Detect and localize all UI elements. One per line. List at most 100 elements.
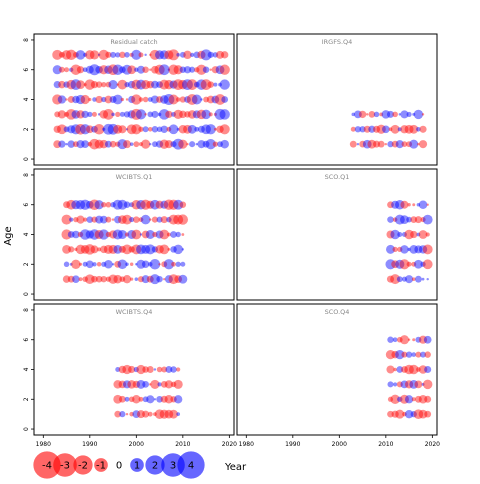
residual-bubble	[81, 110, 89, 119]
residual-bubble	[171, 111, 176, 117]
residual-bubble	[158, 64, 170, 76]
residual-bubble	[131, 244, 142, 255]
residual-bubble	[386, 244, 395, 254]
residual-bubble	[418, 394, 428, 404]
residual-bubble	[391, 260, 400, 269]
residual-bubble	[97, 247, 102, 252]
residual-bubble	[129, 52, 134, 57]
residual-bubble	[63, 81, 70, 88]
residual-bubble	[140, 79, 151, 90]
residual-bubble	[207, 51, 214, 58]
residual-bubble	[396, 336, 403, 343]
residual-bubble	[89, 229, 100, 240]
residual-bubble	[75, 94, 86, 105]
residual-bubble	[120, 97, 125, 102]
residual-bubble	[76, 66, 85, 74]
residual-bubble	[63, 126, 70, 133]
residual-bubble	[418, 409, 428, 419]
residual-bubble	[112, 229, 123, 240]
residual-bubble	[156, 81, 164, 89]
residual-bubble	[205, 124, 216, 135]
residual-bubble	[414, 380, 423, 389]
residual-bubble	[149, 49, 160, 60]
residual-bubble	[411, 397, 416, 402]
residual-bubble	[105, 201, 112, 208]
residual-bubble	[123, 201, 131, 209]
residual-bubble	[69, 67, 74, 72]
residual-bubble	[150, 95, 159, 104]
residual-bubble	[159, 79, 170, 90]
residual-bubble	[58, 140, 66, 148]
residual-bubble	[207, 81, 215, 88]
residual-bubble	[141, 275, 150, 284]
residual-bubble	[411, 352, 417, 357]
residual-bubble	[159, 139, 169, 149]
residual-bubble	[101, 261, 107, 267]
residual-bubble	[414, 395, 422, 403]
residual-bubble	[164, 140, 173, 149]
residual-bubble	[399, 394, 409, 404]
y-tick-label: 2	[23, 262, 30, 266]
residual-bubble	[367, 139, 377, 149]
residual-bubble	[159, 95, 169, 104]
residual-bubble	[184, 111, 191, 118]
residual-bubble	[129, 411, 134, 417]
residual-bubble	[401, 351, 408, 358]
residual-bubble	[68, 246, 75, 253]
residual-bubble	[213, 82, 218, 87]
residual-bubble	[400, 125, 409, 134]
residual-bubble	[187, 110, 197, 119]
residual-bubble	[196, 109, 207, 120]
residual-bubble	[114, 410, 122, 418]
residual-bubble	[112, 64, 123, 75]
residual-bubble	[186, 142, 189, 146]
residual-bubble	[67, 231, 75, 238]
residual-bubble	[156, 275, 163, 283]
residual-bubble	[387, 381, 394, 388]
residual-bubble	[158, 263, 161, 266]
residual-bubble	[160, 380, 168, 388]
residual-bubble	[156, 216, 163, 223]
residual-bubble	[163, 199, 175, 210]
residual-bubble	[53, 81, 61, 89]
residual-bubble	[407, 203, 411, 207]
residual-bubble	[145, 244, 156, 255]
residual-bubble	[391, 200, 400, 209]
residual-bubble	[105, 276, 112, 282]
residual-bubble	[398, 113, 401, 116]
residual-bubble	[99, 65, 109, 75]
residual-bubble	[76, 80, 85, 90]
residual-bubble	[123, 380, 132, 389]
residual-bubble	[52, 65, 62, 75]
residual-bubble	[149, 142, 152, 146]
residual-bubble	[74, 247, 78, 251]
legend-label: -4	[42, 461, 52, 472]
residual-bubble	[70, 79, 82, 90]
residual-bubble	[71, 110, 81, 119]
residual-bubble	[94, 200, 104, 210]
residual-bubble	[127, 380, 136, 389]
residual-bubble	[124, 396, 130, 402]
residual-bubble	[416, 126, 421, 132]
residual-bubble	[111, 112, 115, 117]
residual-bubble	[181, 248, 185, 251]
residual-bubble	[382, 125, 390, 134]
residual-bubble	[200, 98, 203, 101]
residual-bubble	[393, 382, 398, 387]
residual-bubble	[406, 216, 412, 223]
residual-bubble	[418, 140, 428, 149]
residual-bubble	[128, 246, 135, 253]
residual-bubble	[196, 79, 207, 90]
residual-bubble	[197, 50, 206, 59]
residual-bubble	[351, 112, 356, 117]
residual-bubble	[92, 262, 97, 267]
residual-bubble	[129, 142, 134, 146]
residual-bubble	[164, 50, 174, 60]
y-tick-label: 8	[23, 308, 30, 312]
residual-bubble	[107, 64, 119, 76]
residual-bubble	[157, 382, 162, 387]
residual-bubble	[200, 49, 212, 61]
residual-bubble	[85, 50, 95, 60]
